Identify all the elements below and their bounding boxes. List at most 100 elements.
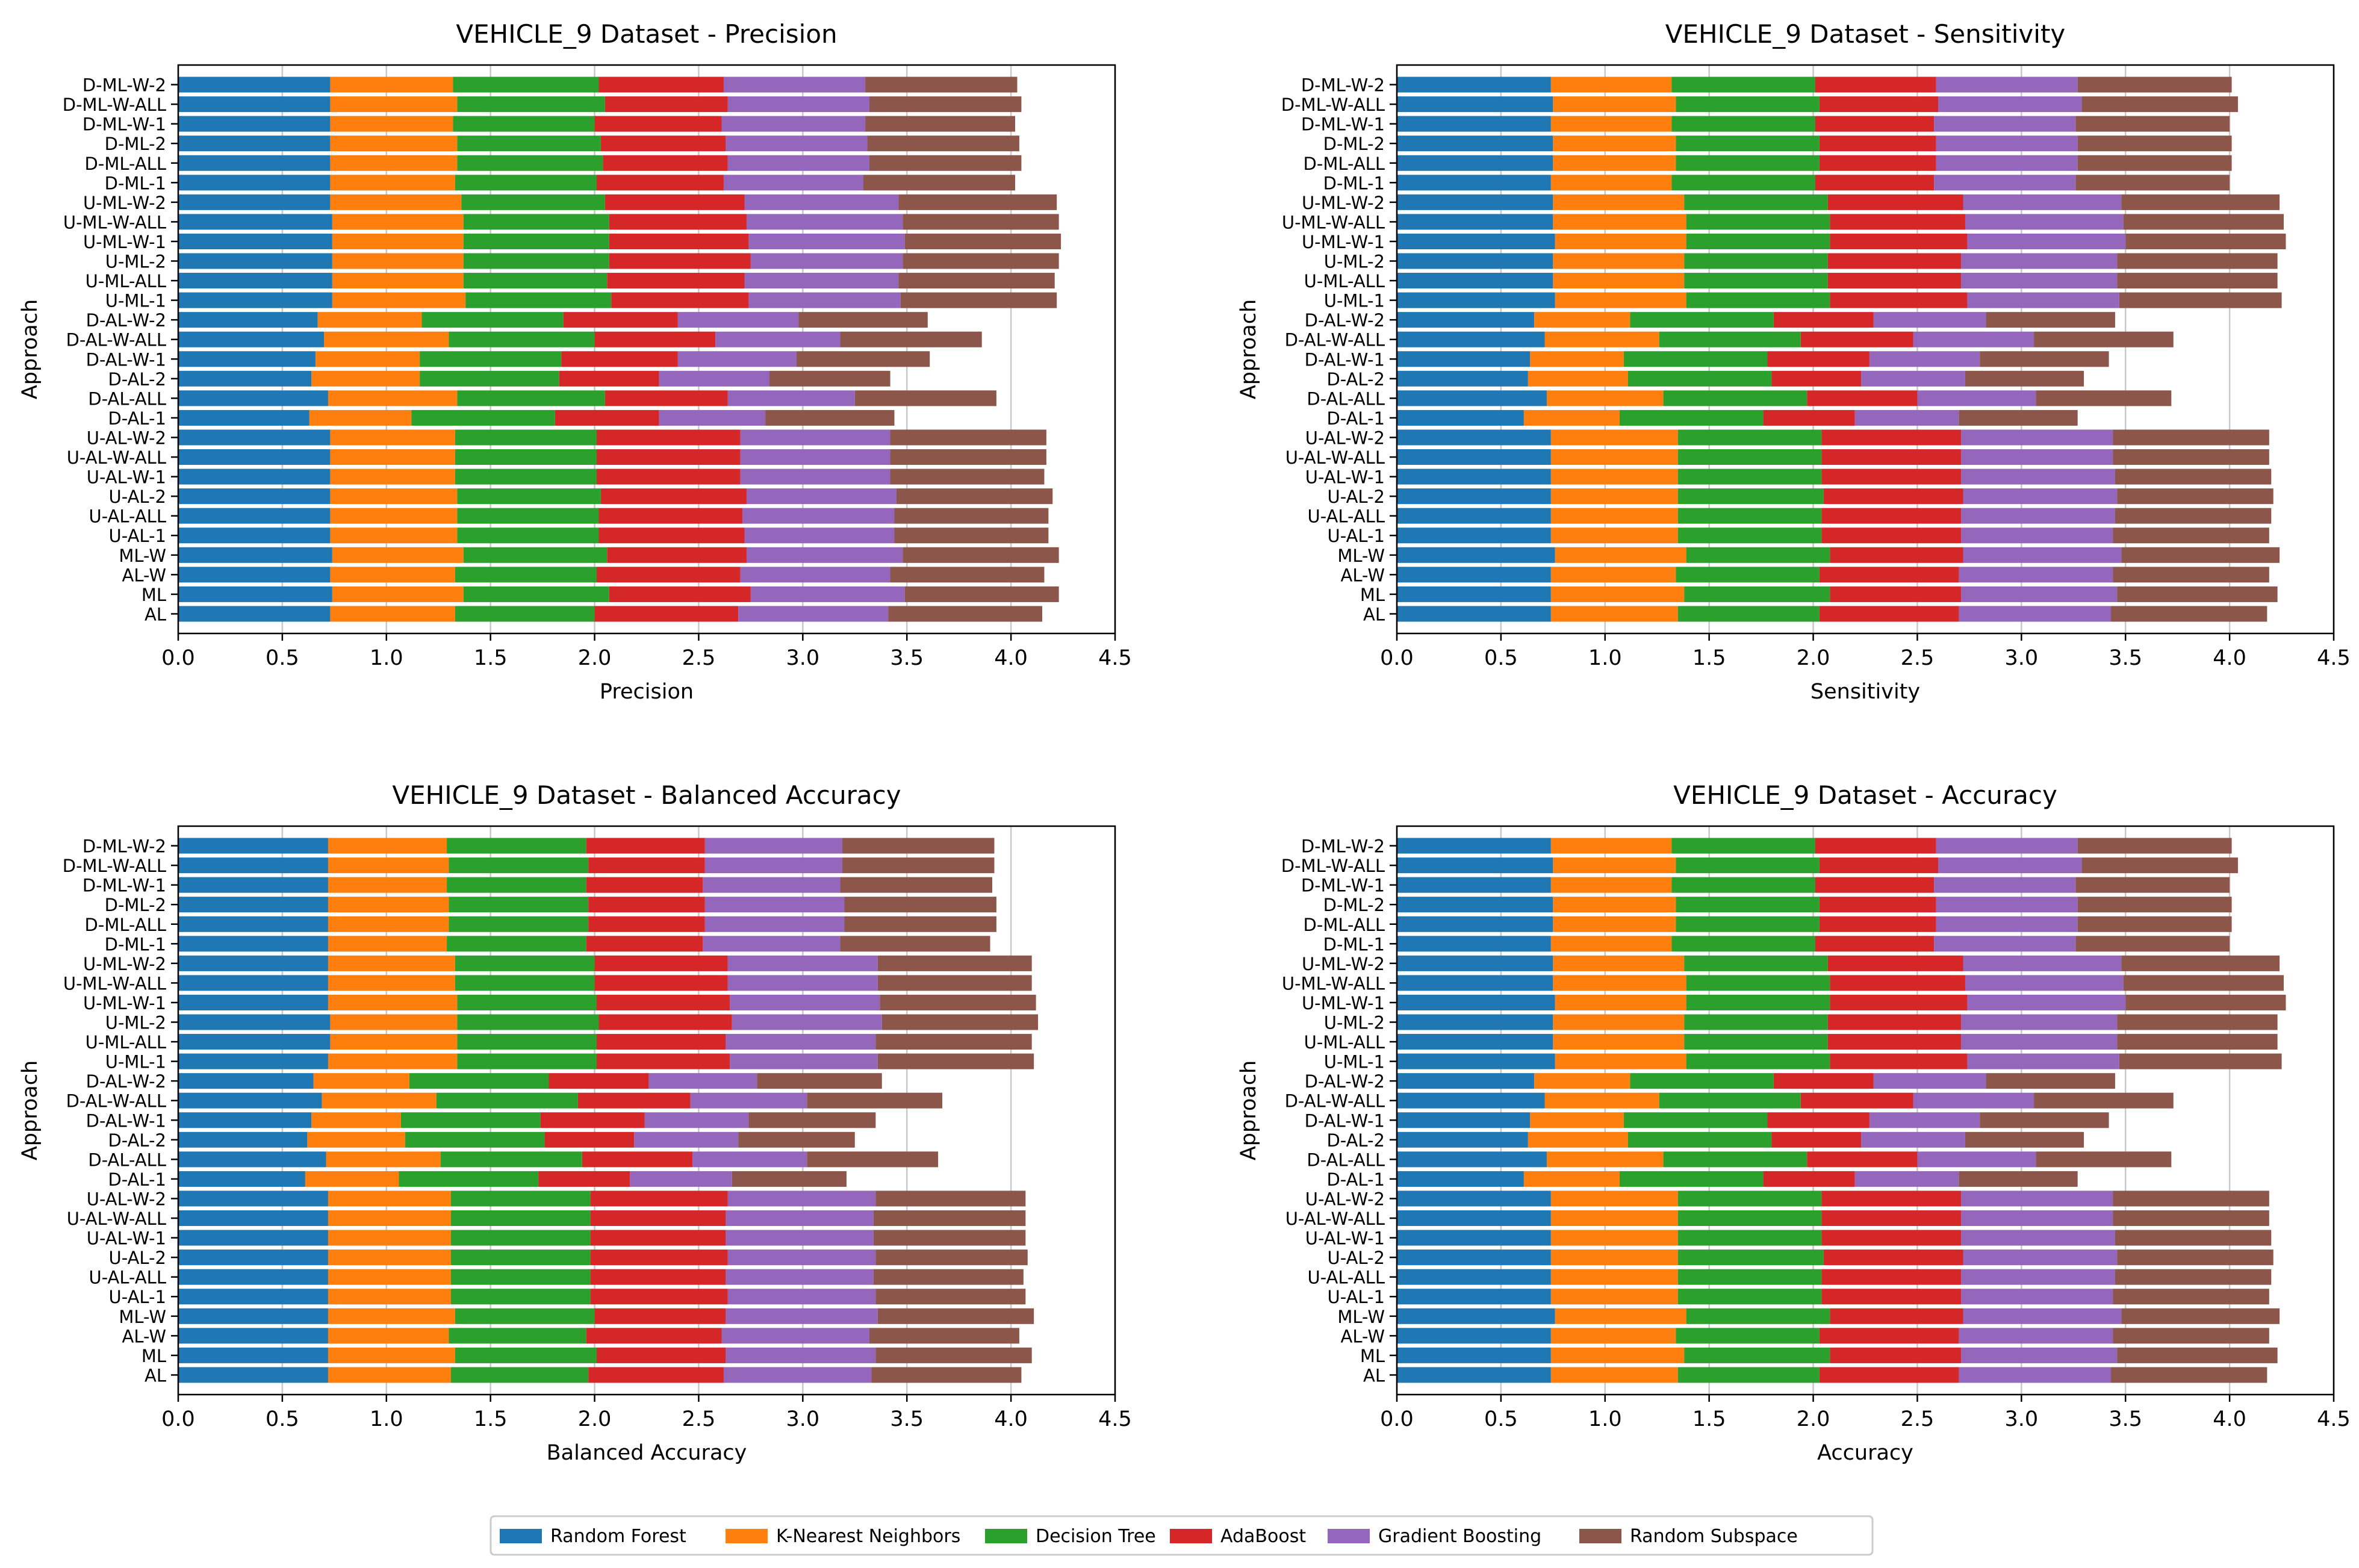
bar-U-AL-1-gradient-boosting	[1961, 1289, 2113, 1305]
y-tick-label: ML	[141, 1346, 166, 1366]
x-tick-label: 4.5	[2317, 1407, 2351, 1431]
bar-D-AL-ALL-decision-tree	[440, 1151, 582, 1168]
bar-D-AL-2-adaboost	[1771, 1131, 1862, 1148]
bar-D-ML-W-2-random-subspace	[2077, 838, 2232, 854]
bar-U-AL-2-k-nearest-neighbors	[1550, 488, 1678, 505]
bar-U-AL-1-adaboost	[1821, 527, 1962, 544]
y-tick-label: U-AL-W-1	[1305, 467, 1385, 488]
bar-D-ML-1-gradient-boosting	[1934, 175, 2076, 191]
bar-ML-W-gradient-boosting	[1963, 547, 2122, 563]
y-tick-label: U-ML-ALL	[85, 271, 166, 291]
bar-D-ML-W-ALL-adaboost	[1819, 857, 1939, 874]
bar-D-AL-2-random-forest	[178, 370, 312, 387]
bar-D-ML-W-2-decision-tree	[447, 838, 586, 854]
bar-U-AL-W-ALL-random-subspace	[873, 1210, 1026, 1227]
bar-U-AL-W-2-random-forest	[178, 1190, 328, 1207]
bar-D-AL-W-2-random-subspace	[798, 312, 928, 328]
bar-D-AL-W-ALL-decision-tree	[1659, 331, 1801, 347]
y-tick-label: U-AL-W-1	[1305, 1228, 1385, 1249]
bar-D-AL-2-k-nearest-neighbors	[1528, 1131, 1628, 1148]
bar-D-ML-1-random-forest	[178, 936, 328, 952]
bar-U-AL-ALL-adaboost	[598, 508, 743, 524]
y-tick-label: D-ML-2	[1323, 134, 1385, 154]
bar-U-ML-W-ALL-k-nearest-neighbors	[328, 975, 455, 991]
bar-D-ML-2-gradient-boosting	[726, 135, 868, 152]
bar-D-ML-W-2-decision-tree	[1671, 838, 1816, 854]
bar-AL-W-decision-tree	[449, 1328, 586, 1344]
bar-U-AL-ALL-adaboost	[1821, 508, 1962, 524]
bar-U-ML-W-1-decision-tree	[463, 233, 609, 249]
bar-ML-W-decision-tree	[463, 547, 608, 563]
bar-ML-W-k-nearest-neighbors	[1555, 1308, 1686, 1324]
bar-U-ML-W-ALL-random-forest	[1397, 975, 1553, 991]
bar-U-AL-2-decision-tree	[1677, 1249, 1824, 1266]
bar-U-AL-1-k-nearest-neighbors	[1550, 1289, 1678, 1305]
bar-D-ML-ALL-random-forest	[178, 916, 328, 932]
bar-D-AL-1-adaboost	[1763, 1171, 1855, 1187]
bar-D-ML-W-1-k-nearest-neighbors	[328, 877, 447, 893]
bar-U-ML-W-2-decision-tree	[1684, 955, 1828, 971]
bar-AL-W-random-forest	[1397, 567, 1551, 583]
bar-D-ML-1-k-nearest-neighbors	[330, 175, 455, 191]
bar-D-AL-1-gradient-boosting	[630, 1171, 732, 1187]
bar-U-ML-W-1-random-forest	[178, 233, 332, 249]
y-tick-label: D-ML-W-2	[82, 75, 166, 96]
bar-D-ML-W-1-k-nearest-neighbors	[1550, 116, 1672, 132]
bar-U-ML-W-1-gradient-boosting	[730, 994, 880, 1010]
bar-D-ML-W-2-gradient-boosting	[723, 76, 866, 93]
bar-D-ML-2-gradient-boosting	[704, 897, 845, 913]
bar-U-AL-W-1-random-subspace	[873, 1230, 1026, 1246]
bar-U-ML-W-ALL-decision-tree	[1686, 214, 1830, 230]
y-tick-label: D-ML-1	[1323, 934, 1385, 954]
bar-ML-gradient-boosting	[750, 586, 905, 602]
bar-D-ML-2-random-subspace	[2077, 897, 2232, 913]
bar-D-ML-1-random-subspace	[2075, 936, 2230, 952]
bar-D-AL-W-ALL-k-nearest-neighbors	[1544, 1092, 1659, 1109]
bar-U-ML-W-2-decision-tree	[1684, 194, 1828, 210]
bar-D-AL-W-1-random-forest	[178, 1112, 312, 1128]
bar-U-ML-ALL-random-forest	[1397, 273, 1553, 289]
bar-D-AL-ALL-gradient-boosting	[727, 390, 855, 406]
y-axis-label: Approach	[1237, 299, 1261, 399]
bar-D-AL-W-1-decision-tree	[1623, 351, 1768, 367]
bar-D-AL-W-1-adaboost	[1767, 1112, 1869, 1128]
bar-D-AL-1-gradient-boosting	[1854, 1171, 1959, 1187]
x-tick-label: 0.0	[161, 646, 195, 670]
bar-D-ML-W-2-random-subspace	[842, 838, 995, 854]
bar-U-ML-W-2-random-forest	[178, 955, 328, 971]
y-tick-label: D-ML-W-ALL	[63, 95, 166, 115]
bar-ML-k-nearest-neighbors	[332, 586, 464, 602]
bar-D-AL-W-1-adaboost	[1767, 351, 1869, 367]
bar-U-ML-1-random-subspace	[2119, 1053, 2282, 1069]
bar-U-AL-2-k-nearest-neighbors	[330, 488, 458, 505]
bar-U-AL-1-k-nearest-neighbors	[328, 1289, 451, 1305]
y-tick-label: D-AL-1	[108, 1169, 166, 1190]
bar-D-AL-W-1-random-forest	[1397, 1112, 1531, 1128]
bar-D-AL-W-2-random-subspace	[757, 1073, 882, 1089]
y-tick-label: U-ML-W-ALL	[1282, 973, 1385, 994]
bar-U-ML-W-2-k-nearest-neighbors	[1553, 194, 1685, 210]
bar-U-AL-1-adaboost	[598, 527, 745, 544]
bar-D-AL-W-ALL-random-forest	[178, 331, 325, 347]
bar-U-AL-W-1-adaboost	[1821, 1230, 1962, 1246]
bar-U-AL-W-ALL-decision-tree	[1677, 1210, 1822, 1227]
bar-D-AL-2-decision-tree	[1627, 370, 1772, 387]
bar-U-ML-ALL-random-subspace	[2117, 1034, 2278, 1050]
y-tick-label: D-AL-W-2	[86, 310, 166, 331]
bar-U-AL-1-decision-tree	[450, 1289, 591, 1305]
bar-U-ML-1-decision-tree	[1686, 1053, 1830, 1069]
bar-D-AL-ALL-adaboost	[605, 390, 728, 406]
bar-D-ML-ALL-k-nearest-neighbors	[1553, 155, 1676, 171]
x-tick-label: 2.0	[1797, 646, 1830, 670]
bar-U-AL-ALL-decision-tree	[450, 1269, 591, 1285]
bar-U-AL-ALL-k-nearest-neighbors	[330, 508, 458, 524]
bar-U-ML-2-random-forest	[1397, 1014, 1553, 1030]
bar-U-AL-W-2-random-forest	[178, 429, 331, 446]
y-tick-label: ML-W	[119, 546, 166, 566]
bar-U-AL-W-2-random-subspace	[2113, 429, 2269, 446]
bar-D-AL-2-gradient-boosting	[634, 1131, 739, 1148]
bar-D-ML-W-2-random-subspace	[865, 76, 1018, 93]
bar-U-AL-ALL-gradient-boosting	[1961, 1269, 2115, 1285]
bar-D-AL-ALL-random-forest	[1397, 1151, 1547, 1168]
bar-D-AL-W-1-k-nearest-neighbors	[1530, 1112, 1624, 1128]
